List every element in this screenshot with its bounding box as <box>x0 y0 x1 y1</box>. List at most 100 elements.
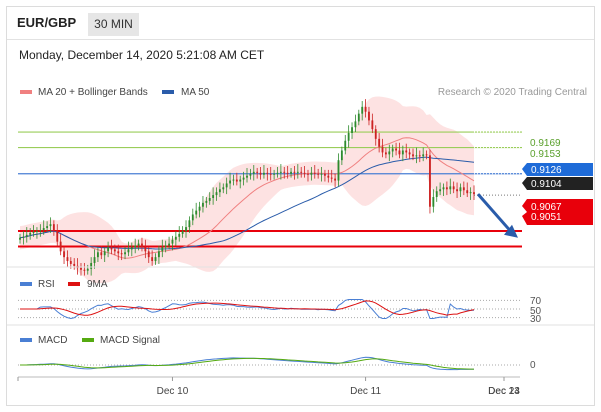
candle <box>432 189 435 213</box>
candle-body <box>86 268 89 271</box>
candle <box>100 245 103 260</box>
candle-body <box>418 155 421 157</box>
timeframe-button[interactable]: 30 MIN <box>88 13 139 36</box>
candle-body <box>412 154 414 157</box>
candle-body <box>232 179 235 181</box>
candle-body <box>462 187 465 191</box>
candle-body <box>154 257 157 262</box>
candle-body <box>191 214 194 221</box>
candle <box>293 166 296 180</box>
candle-body <box>286 172 289 174</box>
candle <box>80 262 82 276</box>
candle <box>317 168 320 179</box>
macd-level-0: 0 <box>530 360 536 371</box>
candle <box>178 226 181 242</box>
candle-body <box>97 252 99 258</box>
candle-body <box>259 172 262 175</box>
candle <box>73 258 76 270</box>
candle-body <box>405 150 408 153</box>
candle <box>381 138 384 158</box>
time-tick-label-1: Dec 11 <box>350 386 381 397</box>
candle <box>32 225 35 237</box>
candle-body <box>401 150 404 155</box>
candle <box>130 242 133 257</box>
candle <box>174 230 177 246</box>
legend-rsi-swatch <box>20 282 32 286</box>
candle <box>371 113 374 134</box>
candle-body <box>368 111 370 121</box>
candle <box>324 169 326 182</box>
candle <box>185 220 187 238</box>
candle-body <box>452 186 455 190</box>
candle <box>276 166 279 178</box>
candle <box>449 178 452 195</box>
candle <box>327 169 330 183</box>
candle <box>208 192 211 205</box>
candle <box>242 171 245 186</box>
candle <box>256 167 259 179</box>
time-tick-label-3: Dec 24 <box>488 386 520 397</box>
candle-body <box>110 247 113 250</box>
candle <box>269 166 272 181</box>
header-divider <box>7 39 594 40</box>
candle <box>357 109 360 126</box>
candle <box>83 262 86 276</box>
candle-body <box>371 120 374 130</box>
candle-body <box>395 148 397 151</box>
candle-body <box>276 172 279 174</box>
candle <box>25 227 28 243</box>
candle-body <box>459 187 462 192</box>
candle-body <box>327 175 330 178</box>
candle <box>29 228 32 240</box>
candle-body <box>422 154 425 157</box>
candle <box>354 114 357 133</box>
candle-body <box>83 269 86 271</box>
candle <box>266 167 269 181</box>
candle-body <box>32 231 35 233</box>
level-label-5: 0.9051 <box>531 212 562 223</box>
candle <box>313 165 316 179</box>
candle-body <box>334 178 337 181</box>
candle-body <box>313 172 316 174</box>
candle-body <box>246 175 248 178</box>
candle-body <box>388 151 391 155</box>
candle-body <box>263 172 265 175</box>
macd-signal-line <box>20 357 474 370</box>
candle <box>113 244 116 256</box>
candle-body <box>256 171 259 173</box>
forecast-arrow-shaft <box>476 193 514 234</box>
candle <box>286 166 289 179</box>
candle-body <box>445 187 448 190</box>
candle <box>66 250 69 267</box>
level-label-2: 0.9126 <box>531 165 562 176</box>
rsi-level-70: 70 <box>530 296 542 307</box>
candle-body <box>80 267 82 270</box>
candle <box>188 216 191 233</box>
candle <box>124 246 126 260</box>
candle-body <box>188 220 191 228</box>
candle-body <box>130 247 133 250</box>
candle <box>59 233 62 256</box>
support-badge-2 <box>522 212 593 225</box>
candle <box>435 186 438 202</box>
candle <box>56 224 59 247</box>
candle-body <box>249 173 252 176</box>
rsi-line <box>20 299 475 320</box>
candle-body <box>473 192 475 195</box>
candle-body <box>381 146 384 153</box>
candle <box>263 165 265 179</box>
candle <box>398 142 401 159</box>
candle-body <box>269 173 272 175</box>
current-price-badge <box>522 177 593 190</box>
candle-body <box>42 228 45 230</box>
candle <box>120 249 123 261</box>
candle-body <box>127 249 130 253</box>
candle-body <box>300 171 303 173</box>
candle-body <box>374 129 377 139</box>
candle-body <box>218 189 221 193</box>
candle-body <box>384 152 387 155</box>
candle <box>164 240 167 253</box>
candle-body <box>239 179 242 182</box>
candle-body <box>25 234 28 237</box>
candle-body <box>93 257 96 263</box>
